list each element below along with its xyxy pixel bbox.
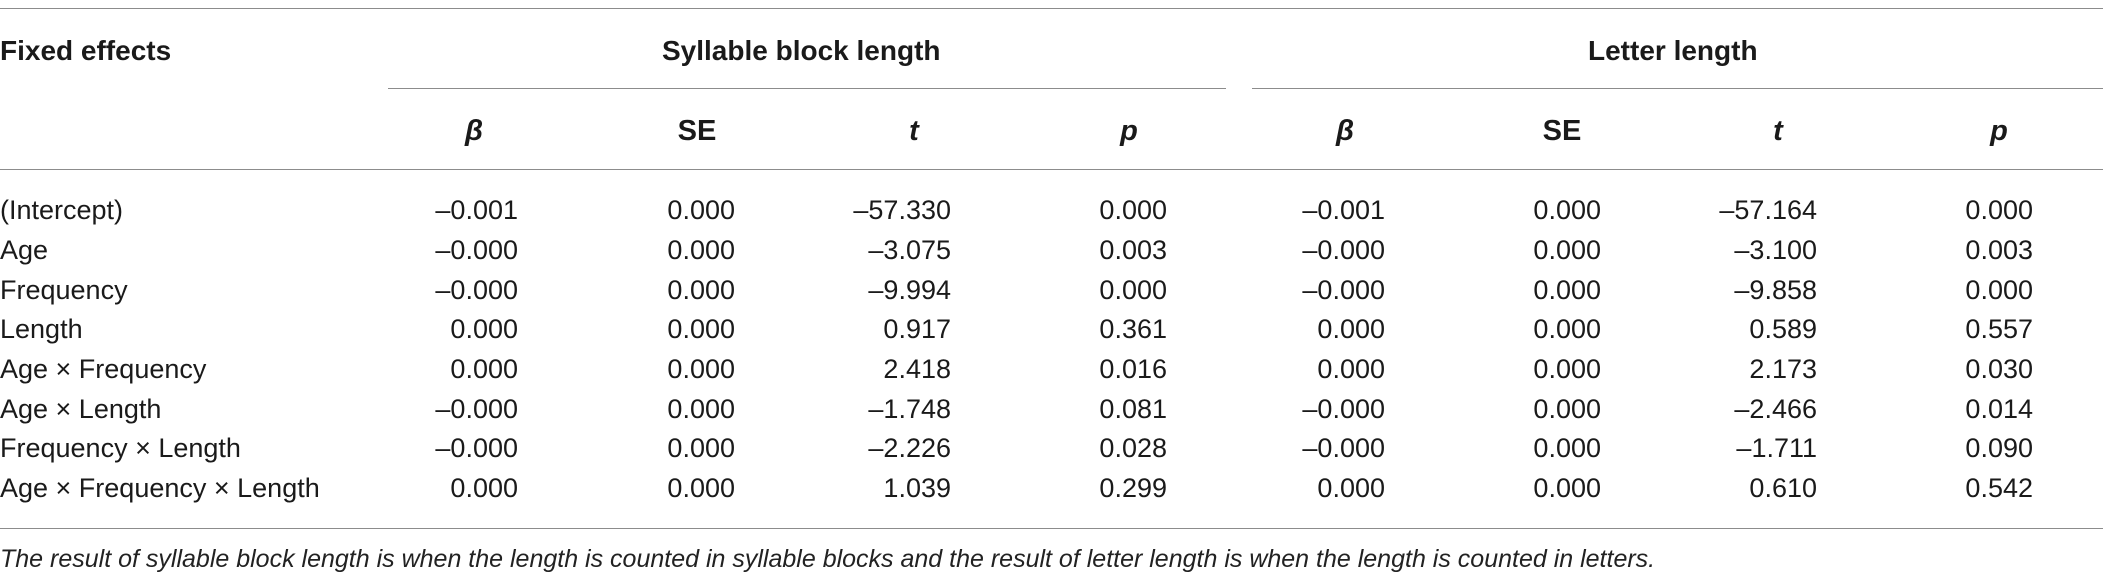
table-cell: 0.090	[1965, 433, 2033, 463]
table-cell: –0.000	[1302, 394, 1385, 424]
table-cell: 1.039	[883, 473, 951, 503]
table-cell: –0.001	[435, 195, 518, 225]
table-cell: 0.000	[1533, 354, 1601, 384]
table-cell: 0.000	[667, 275, 735, 305]
table-cell: –1.748	[868, 394, 951, 424]
table-cell: 0.000	[1533, 235, 1601, 265]
table-cell: –2.226	[868, 433, 951, 463]
table-cell: 0.000	[667, 394, 735, 424]
table-cell: 0.000	[667, 433, 735, 463]
table-cell: 0.003	[1965, 235, 2033, 265]
table-cell: –1.711	[1736, 433, 1817, 463]
table-cell: 0.000	[450, 314, 518, 344]
table-cell: –0.001	[1302, 195, 1385, 225]
table-cell: 0.000	[1317, 473, 1385, 503]
table-bottom-rule	[0, 528, 2103, 529]
row-label: Age	[0, 235, 49, 265]
table-cell: –0.000	[435, 275, 518, 305]
row-label: Age × Length	[0, 394, 162, 424]
group2-underline	[1252, 88, 2103, 89]
table-cell: –9.858	[1734, 275, 1817, 305]
fixed-effects-header: Fixed effects	[0, 35, 172, 66]
table-cell: 0.000	[667, 314, 735, 344]
table-cell: –0.000	[435, 433, 518, 463]
table-cell: –9.994	[868, 275, 951, 305]
table-cell: 0.000	[450, 354, 518, 384]
row-label: Age × Frequency	[0, 354, 207, 384]
table-cell: 0.000	[1533, 433, 1601, 463]
table-cell: –0.000	[1302, 275, 1385, 305]
table-cell: 0.000	[1965, 275, 2033, 305]
table-cell: 0.014	[1965, 394, 2033, 424]
col-se-1: SE	[677, 115, 717, 147]
table-cell: 0.610	[1749, 473, 1817, 503]
table-cell: 0.000	[1099, 275, 1167, 305]
row-label: Frequency × Length	[0, 433, 241, 463]
group-header-letter: Letter length	[1588, 35, 1758, 66]
table-cell: –0.000	[1302, 433, 1385, 463]
col-t-1: t	[909, 115, 919, 147]
table-cell: 0.000	[1965, 195, 2033, 225]
table-cell: –3.100	[1734, 235, 1817, 265]
table-cell: 0.917	[883, 314, 951, 344]
table-cell: 0.299	[1099, 473, 1167, 503]
table-footnote: The result of syllable block length is w…	[0, 545, 1656, 573]
group-header-syllable: Syllable block length	[662, 35, 941, 66]
row-label: Age × Frequency × Length	[0, 473, 320, 503]
table-cell: 0.030	[1965, 354, 2033, 384]
table-cell: 2.173	[1749, 354, 1817, 384]
table-cell: 0.589	[1749, 314, 1817, 344]
table-cell: 0.000	[1533, 394, 1601, 424]
col-beta-1: β	[465, 115, 483, 147]
table-cell: 0.000	[1533, 195, 1601, 225]
table-cell: 0.000	[1099, 195, 1167, 225]
col-beta-2: β	[1336, 115, 1354, 147]
table-cell: 0.361	[1099, 314, 1167, 344]
col-se-2: SE	[1542, 115, 1582, 147]
table-cell: 0.542	[1965, 473, 2033, 503]
table-cell: –57.164	[1719, 195, 1817, 225]
table-top-rule	[0, 8, 2103, 9]
group1-underline	[388, 88, 1226, 89]
table-cell: –0.000	[435, 235, 518, 265]
table-cell: –3.075	[868, 235, 951, 265]
table-cell: 0.000	[667, 195, 735, 225]
table-cell: 0.000	[1533, 314, 1601, 344]
table-cell: 0.028	[1099, 433, 1167, 463]
col-p-2: p	[1990, 115, 2008, 147]
table-cell: 0.003	[1099, 235, 1167, 265]
table-cell: 0.081	[1099, 394, 1167, 424]
table-cell: 0.016	[1099, 354, 1167, 384]
row-label: Frequency	[0, 275, 128, 305]
row-label: Length	[0, 314, 83, 344]
table-cell: 0.000	[1317, 354, 1385, 384]
table-cell: 0.000	[1533, 473, 1601, 503]
table-cell: 0.000	[1317, 314, 1385, 344]
table-cell: 0.000	[1533, 275, 1601, 305]
table-cell: 0.000	[667, 473, 735, 503]
col-p-1: p	[1120, 115, 1138, 147]
header-bottom-rule	[0, 169, 2103, 170]
table-cell: –0.000	[1302, 235, 1385, 265]
table-cell: –2.466	[1734, 394, 1817, 424]
col-t-2: t	[1773, 115, 1783, 147]
row-label: (Intercept)	[0, 195, 124, 225]
table-cell: 2.418	[883, 354, 951, 384]
table-cell: –0.000	[435, 394, 518, 424]
table-cell: –57.330	[853, 195, 951, 225]
table-cell: 0.000	[667, 235, 735, 265]
table-cell: 0.000	[450, 473, 518, 503]
table-cell: 0.000	[667, 354, 735, 384]
table-cell: 0.557	[1965, 314, 2033, 344]
